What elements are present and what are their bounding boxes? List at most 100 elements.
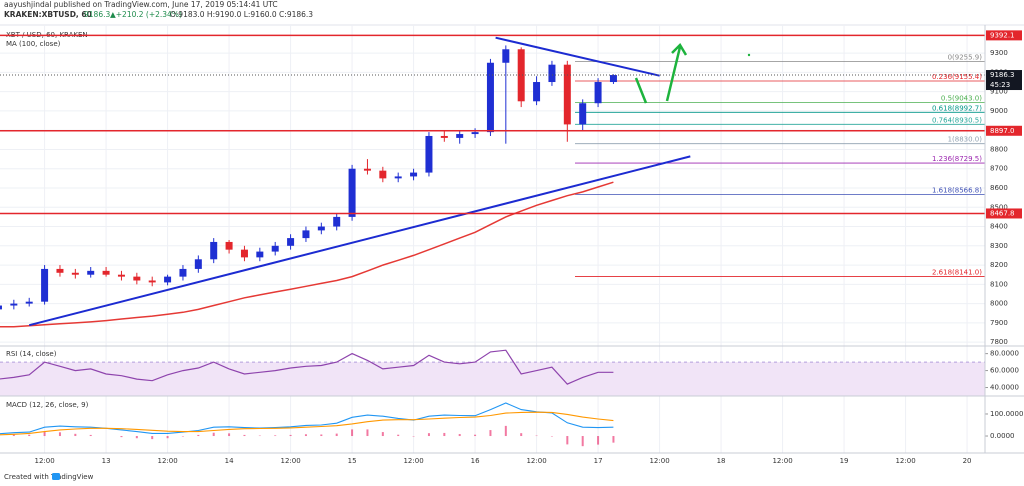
fib-label: 2.618(8141.0) [932, 268, 982, 276]
candle-body [363, 168, 371, 171]
y-tick-label: 0.0000 [990, 432, 1015, 440]
candle-body [179, 268, 187, 277]
green-arrows [634, 42, 751, 104]
candle-body [0, 305, 2, 310]
level-box [986, 125, 1022, 136]
fib-label: 0(9255.9) [948, 54, 983, 62]
rsi-band [0, 362, 985, 396]
candle-body [25, 301, 33, 304]
histogram-bar [212, 432, 215, 437]
x-tick-label: 12:00 [34, 457, 54, 465]
symbol: KRAKEN:XBTUSD, 60 [4, 10, 92, 19]
candle-body [271, 245, 279, 252]
x-tick-label: 16 [471, 457, 480, 465]
candle-body [379, 170, 387, 179]
y-tick-label: 7900 [990, 319, 1008, 327]
footer-text: Created with TradingView [4, 473, 94, 481]
histogram-bar [381, 432, 384, 437]
fib-label: 0.764(8930.5) [932, 116, 982, 124]
histogram-bar [520, 433, 523, 437]
candle-body [10, 303, 18, 306]
histogram-bar [366, 429, 369, 437]
histogram-bar [89, 434, 92, 437]
histogram-bar [43, 431, 46, 437]
histogram-bar [289, 434, 292, 437]
candle-body [609, 75, 617, 83]
histogram-bar [74, 433, 77, 437]
x-tick-label: 19 [840, 457, 849, 465]
histogram-bar [197, 434, 200, 437]
footer: Created with TradingView [4, 473, 94, 481]
trend-line [495, 36, 660, 77]
candle-body [563, 64, 571, 125]
histogram-bar [320, 434, 323, 437]
y-tick-label: 60.0000 [990, 367, 1019, 375]
candle-body [256, 251, 264, 258]
x-tick-label: 20 [963, 457, 972, 465]
x-tick-label: 12:00 [157, 457, 177, 465]
x-tick-label: 17 [594, 457, 603, 465]
moving-average [0, 181, 614, 328]
histogram-bar [504, 425, 507, 437]
x-tick-label: 12:00 [895, 457, 915, 465]
candle-body [302, 230, 310, 239]
x-tick-label: 13 [102, 457, 111, 465]
last-price-label: 9186.3 [990, 71, 1015, 79]
logo-mark [52, 473, 60, 480]
histogram-bar [243, 434, 246, 437]
rsi-line [0, 349, 614, 385]
y-tick-label: 8800 [990, 145, 1008, 153]
candle-body [225, 241, 233, 250]
x-tick-label: 12:00 [649, 457, 669, 465]
histogram-bar [581, 436, 584, 447]
candle-body [240, 249, 248, 258]
trend-line [28, 155, 691, 327]
level-label: 8467.8 [990, 209, 1015, 217]
dot [747, 53, 751, 57]
candle-body [87, 270, 95, 275]
x-tick-label: 12:00 [403, 457, 423, 465]
histogram-bar [335, 433, 338, 437]
candle-body [210, 241, 218, 260]
candle-body [456, 134, 464, 138]
histogram-bar [458, 434, 461, 437]
histogram-bar [597, 436, 600, 445]
histogram-bar [474, 434, 477, 437]
pane-title: RSI (14, close) [6, 350, 57, 358]
histogram-bar [274, 435, 277, 437]
histogram-bar [397, 434, 400, 437]
histogram-bar [427, 433, 430, 437]
last-price-box [986, 70, 1022, 91]
y-tick-label: 40.0000 [990, 384, 1019, 392]
candle-body [317, 226, 325, 231]
x-tick-label: 18 [717, 457, 726, 465]
candle-body [71, 272, 79, 275]
plot-area: 12:00 13 12:00 14 12:00 15 12:00 16 12:00 17 12:00… [0, 25, 1023, 465]
histogram-bar [166, 436, 169, 439]
candle-body [410, 172, 418, 177]
x-tick-label: 15 [348, 457, 357, 465]
y-tick-label: 9300 [990, 49, 1008, 57]
level-box [986, 30, 1022, 41]
arrow-down [634, 77, 648, 104]
candle-body [41, 268, 49, 302]
fib-label: 1(8830.0) [948, 136, 983, 144]
y-tick-label: 7800 [990, 338, 1008, 346]
y-tick-label: 8600 [990, 184, 1008, 192]
candle-body [148, 280, 156, 283]
countdown: 45:23 [990, 81, 1010, 89]
x-tick-label: 12:00 [280, 457, 300, 465]
candle-body [394, 176, 402, 179]
author-line: aayushjindal published on TradingView.co… [4, 0, 278, 9]
candle-body [348, 168, 356, 217]
candle-body [486, 62, 494, 133]
candle-body [164, 276, 172, 283]
candle-body [533, 82, 541, 102]
histogram-bar [151, 436, 154, 440]
fib-label: 0.236(9155.4) [932, 73, 982, 81]
x-tick-label: 12:00 [772, 457, 792, 465]
y-tick-label: 100.0000 [990, 410, 1023, 418]
histogram-bar [443, 432, 446, 437]
